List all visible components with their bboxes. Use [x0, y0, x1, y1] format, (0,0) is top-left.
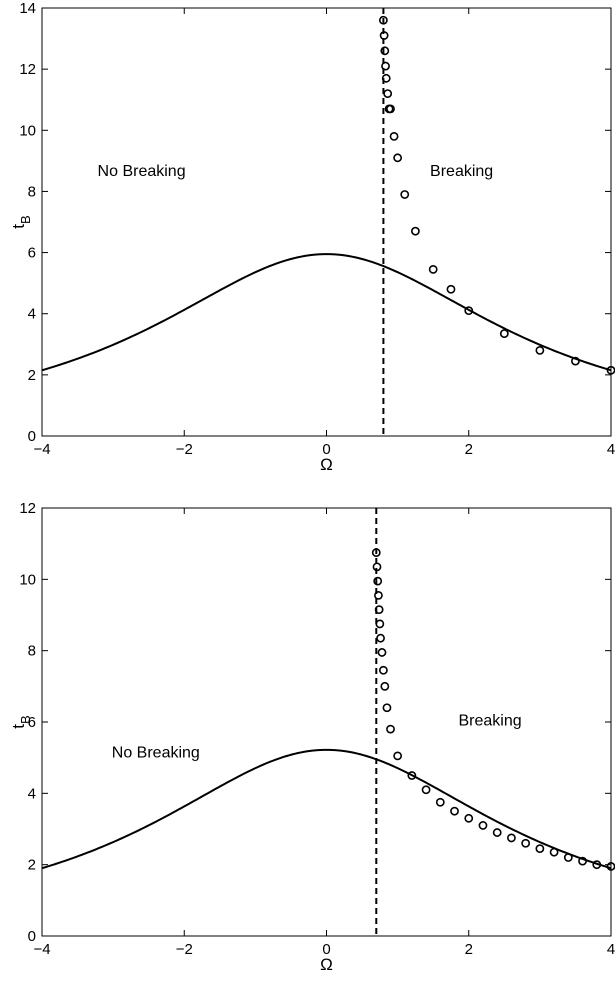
data-marker — [507, 833, 516, 843]
data-marker — [435, 797, 445, 807]
data-marker — [549, 847, 559, 857]
data-marker — [446, 284, 456, 294]
region-label: No Breaking — [112, 745, 200, 762]
data-marker — [377, 648, 387, 657]
y-axis-label: tB — [9, 715, 33, 728]
data-marker — [386, 724, 395, 734]
y-axis-label-main: t — [9, 724, 28, 729]
data-marker — [380, 681, 390, 691]
x-axis-label: Ω — [320, 455, 333, 474]
data-marker — [386, 104, 395, 114]
data-marker — [382, 703, 392, 713]
data-marker — [380, 46, 390, 56]
chart-1-axes-frame — [41, 7, 612, 437]
data-marker — [379, 31, 389, 40]
data-marker — [374, 590, 383, 600]
data-marker — [535, 844, 545, 854]
data-marker — [521, 838, 531, 848]
y-tick-label: 8 — [28, 183, 36, 200]
y-tick-label: 6 — [28, 245, 36, 262]
y-tick-label: 0 — [28, 428, 36, 445]
data-marker — [378, 15, 388, 25]
x-tick-label: −2 — [176, 441, 193, 458]
y-tick-label: 12 — [19, 500, 36, 517]
solid-curve — [41, 253, 612, 372]
x-axis-label: Ω — [320, 955, 333, 974]
y-axis-label-subscript: B — [18, 215, 33, 224]
data-marker — [592, 860, 602, 870]
solid-curve — [41, 748, 612, 870]
data-marker — [478, 821, 488, 830]
y-tick-label: 10 — [19, 571, 36, 588]
data-marker — [407, 771, 417, 780]
y-tick-label: 12 — [19, 61, 36, 78]
y-tick-label: 14 — [19, 0, 36, 17]
data-marker — [393, 751, 403, 761]
y-tick-label: 6 — [28, 714, 36, 731]
data-marker — [393, 153, 403, 163]
data-marker — [383, 89, 393, 98]
x-tick-label: −2 — [176, 941, 193, 958]
x-tick-label: 4 — [607, 441, 615, 458]
y-tick-label: 4 — [28, 306, 36, 323]
data-marker — [381, 73, 391, 83]
data-marker — [375, 619, 385, 629]
data-marker — [450, 806, 459, 816]
data-marker — [499, 329, 509, 338]
x-tick-label: 2 — [465, 441, 473, 458]
data-marker — [563, 853, 573, 862]
data-marker — [428, 264, 438, 274]
data-marker — [381, 61, 390, 71]
x-tick-label: −4 — [33, 441, 50, 458]
data-marker — [535, 345, 545, 355]
chart-1: −4 −2 0 2 4 0 2 4 6 8 10 12 14 ΩtB No Breaking Breaking — [9, 0, 615, 474]
x-tick-label: 2 — [465, 941, 473, 958]
region-label: No Breaking — [98, 163, 186, 180]
region-label: Breaking — [459, 713, 522, 730]
y-axis-label: tB — [9, 215, 33, 228]
region-label: Breaking — [430, 163, 493, 180]
data-marker — [389, 131, 399, 141]
data-marker — [571, 356, 580, 366]
y-tick-label: 10 — [19, 122, 36, 139]
data-marker — [374, 605, 384, 615]
y-tick-label: 0 — [28, 928, 36, 945]
chart-2-axes-frame — [41, 507, 612, 937]
data-marker — [411, 226, 420, 236]
y-tick-label: 4 — [28, 785, 36, 802]
y-axis-label-subscript: B — [18, 715, 33, 724]
data-marker — [464, 813, 474, 823]
data-marker — [464, 306, 474, 316]
x-tick-label: 4 — [607, 941, 615, 958]
y-tick-label: 8 — [28, 643, 36, 660]
x-tick-label: 0 — [322, 441, 330, 458]
data-marker — [578, 856, 587, 866]
chart-2: −4 −2 0 2 4 0 2 4 6 8 10 12 ΩtB No Breaking Breaking — [9, 500, 615, 974]
y-tick-label: 2 — [28, 367, 36, 384]
data-marker — [400, 190, 410, 199]
data-marker — [376, 633, 385, 643]
y-tick-label: 2 — [28, 857, 36, 874]
x-tick-label: −4 — [33, 941, 50, 958]
data-marker — [372, 562, 382, 572]
data-marker — [373, 576, 383, 586]
data-marker — [421, 785, 431, 795]
x-tick-label: 0 — [322, 941, 330, 958]
y-axis-label-main: t — [9, 224, 28, 229]
data-marker — [378, 665, 388, 675]
data-marker — [371, 548, 381, 557]
data-marker — [492, 828, 502, 837]
